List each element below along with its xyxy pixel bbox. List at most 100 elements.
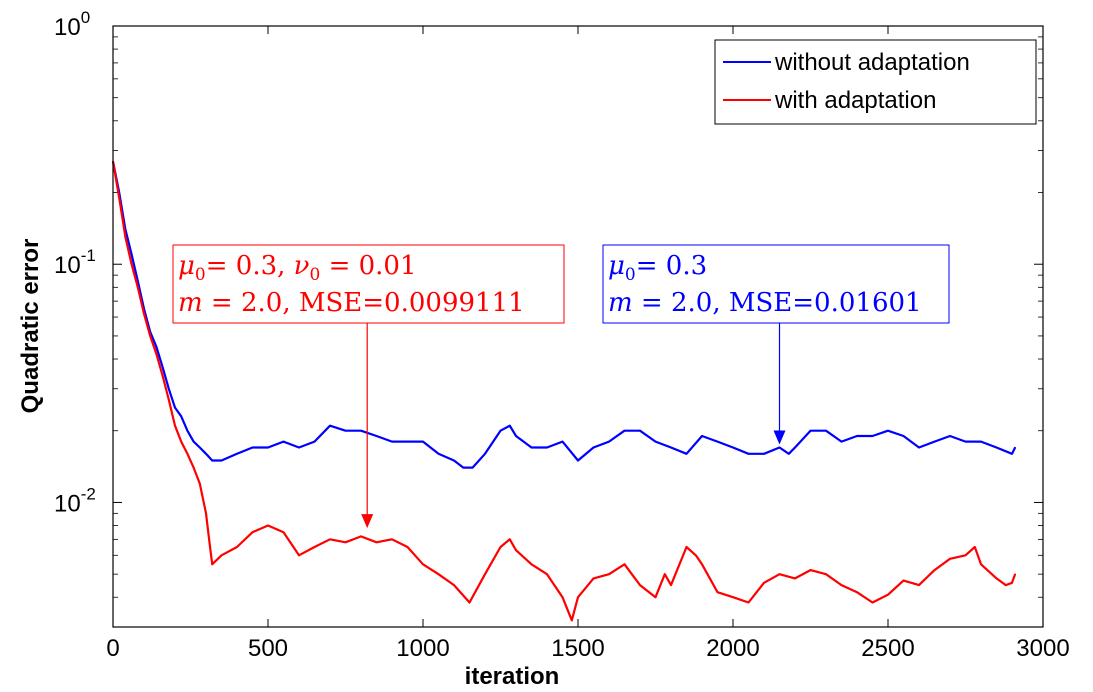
- data-point-with-adaptation: [155, 353, 158, 355]
- data-point-without-adaptation: [199, 446, 201, 449]
- x-tick-label: 2500: [861, 635, 914, 662]
- legend-box: [714, 39, 1037, 125]
- data-point-with-adaptation: [208, 538, 210, 541]
- data-point-with-adaptation: [161, 375, 164, 377]
- data-point-with-adaptation: [298, 554, 300, 557]
- data-point-without-adaptation: [778, 446, 781, 449]
- data-point-without-adaptation: [211, 459, 213, 462]
- x-tick-label: 0: [106, 635, 119, 662]
- data-point-with-adaptation: [118, 197, 120, 199]
- data-point-without-adaptation: [186, 429, 189, 432]
- data-point-with-adaptation: [918, 584, 920, 586]
- data-point-with-adaptation: [933, 569, 936, 571]
- data-point-without-adaptation: [530, 446, 533, 449]
- data-point-without-adaptation: [155, 346, 158, 348]
- data-point-without-adaptation: [205, 453, 207, 455]
- data-point-without-adaptation: [462, 466, 465, 469]
- data-point-without-adaptation: [763, 453, 765, 455]
- data-point-with-adaptation: [180, 440, 182, 443]
- data-point-with-adaptation: [561, 596, 564, 598]
- data-point-without-adaptation: [406, 440, 409, 443]
- data-point-without-adaptation: [180, 415, 182, 418]
- data-point-without-adaptation: [995, 446, 998, 449]
- data-point-with-adaptation: [406, 546, 409, 548]
- data-point-without-adaptation: [546, 446, 548, 449]
- x-tick-label: 1000: [396, 635, 449, 662]
- annotation-without-adaptation: μ0= 0.3 m = 2.0, MSE=0.01601: [602, 244, 950, 445]
- data-point-with-adaptation: [571, 619, 573, 622]
- data-point-without-adaptation: [809, 429, 812, 432]
- legend-label-without-adaptation: without adaptation: [774, 49, 970, 76]
- data-point-without-adaptation: [344, 429, 347, 432]
- data-point-without-adaptation: [298, 446, 300, 449]
- data-point-with-adaptation: [1011, 582, 1013, 584]
- x-tick-label: 500: [248, 635, 288, 662]
- data-point-without-adaptation: [391, 440, 393, 443]
- data-point-with-adaptation: [437, 573, 440, 575]
- data-point-with-adaptation: [871, 601, 874, 604]
- data-point-without-adaptation: [716, 440, 719, 443]
- data-point-without-adaptation: [701, 435, 703, 437]
- data-point-with-adaptation: [654, 596, 657, 598]
- data-point-with-adaptation: [1005, 584, 1007, 586]
- data-point-without-adaptation: [608, 440, 610, 443]
- y-tick-label: 10-2: [54, 484, 96, 517]
- data-point-without-adaptation: [499, 429, 502, 432]
- data-point-without-adaptation: [670, 446, 672, 449]
- plot-frame: [112, 25, 1044, 628]
- data-point-without-adaptation: [918, 446, 920, 449]
- data-point-without-adaptation: [1011, 453, 1013, 455]
- data-point-without-adaptation: [577, 459, 579, 462]
- legend: without adaptation with adaptation: [714, 39, 1037, 125]
- data-point-with-adaptation: [124, 236, 127, 238]
- y-tick-labels: 100 10-1 10-2: [54, 8, 96, 517]
- data-point-with-adaptation: [902, 579, 905, 582]
- data-point-without-adaptation: [788, 453, 790, 455]
- data-point-with-adaptation: [329, 538, 331, 541]
- data-point-with-adaptation: [809, 569, 812, 571]
- data-point-without-adaptation: [515, 435, 517, 437]
- data-point-with-adaptation: [639, 584, 641, 586]
- data-point-without-adaptation: [422, 440, 424, 443]
- data-point-with-adaptation: [344, 541, 347, 544]
- data-point-with-adaptation: [670, 584, 672, 586]
- data-point-with-adaptation: [995, 577, 998, 580]
- data-point-with-adaptation: [499, 546, 502, 548]
- data-point-with-adaptation: [716, 591, 719, 593]
- data-point-with-adaptation: [468, 601, 471, 604]
- data-point-without-adaptation: [267, 446, 269, 449]
- data-point-with-adaptation: [840, 584, 843, 586]
- data-point-without-adaptation: [1014, 446, 1016, 449]
- data-point-with-adaptation: [664, 573, 666, 575]
- data-point-without-adaptation: [825, 429, 827, 432]
- data-point-without-adaptation: [192, 440, 195, 443]
- series-layer: [111, 160, 1017, 622]
- tick-marks: [112, 25, 1044, 628]
- y-axis-title: Quadratic error: [17, 239, 44, 414]
- data-point-with-adaptation: [515, 549, 517, 551]
- annotation-with-adaptation: μ0= 0.3, ν0 = 0.01 m = 2.0, MSE=0.009911…: [172, 244, 565, 529]
- data-point-with-adaptation: [1014, 573, 1016, 575]
- data-point-with-adaptation: [375, 541, 378, 544]
- legend-label-with-adaptation: with adaptation: [774, 87, 936, 114]
- data-point-with-adaptation: [422, 563, 424, 566]
- data-point-with-adaptation: [592, 577, 595, 580]
- data-point-without-adaptation: [130, 253, 133, 256]
- data-point-without-adaptation: [375, 435, 378, 437]
- data-point-with-adaptation: [267, 524, 269, 527]
- data-point-with-adaptation: [313, 546, 316, 548]
- data-point-with-adaptation: [174, 424, 176, 427]
- data-point-with-adaptation: [509, 538, 511, 541]
- data-point-with-adaptation: [251, 531, 254, 533]
- data-point-without-adaptation: [168, 388, 170, 390]
- data-point-with-adaptation: [192, 466, 195, 469]
- data-point-without-adaptation: [360, 429, 362, 432]
- data-point-with-adaptation: [546, 573, 548, 575]
- x-axis-title: iteration: [465, 663, 560, 690]
- annotation-arrow-head: [361, 514, 374, 529]
- data-point-without-adaptation: [732, 446, 734, 449]
- data-point-with-adaptation: [685, 546, 688, 548]
- data-point-without-adaptation: [174, 406, 176, 409]
- annotation-box: [172, 244, 565, 324]
